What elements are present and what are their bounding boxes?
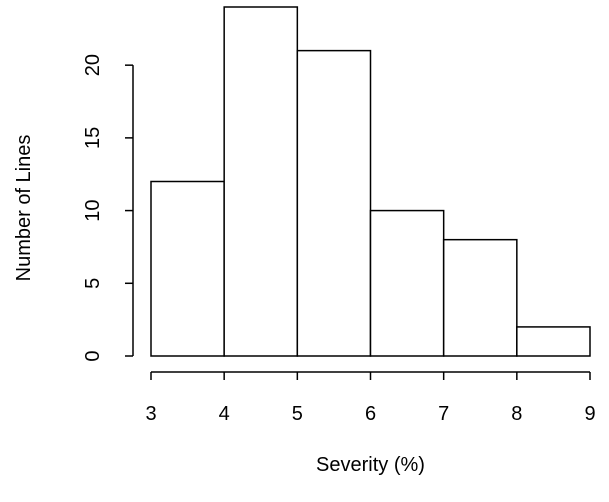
x-tick-label: 3	[145, 403, 156, 425]
x-tick-label: 7	[438, 403, 449, 425]
x-tick-label: 5	[292, 403, 303, 425]
x-tick-label: 9	[584, 403, 595, 425]
histogram-bar-5	[442, 238, 518, 357]
histogram-bar-2	[223, 6, 299, 357]
x-tick-label: 6	[365, 403, 376, 425]
x-axis: 3 4 5 6 7 8 9	[145, 371, 596, 425]
histogram-bar-3	[296, 49, 372, 357]
histogram-bar-1	[150, 180, 225, 357]
y-axis: 0 5 10 15 20	[82, 54, 134, 362]
x-tick-label: 8	[511, 403, 522, 425]
y-tick-label: 15	[82, 127, 104, 149]
y-tick-label: 10	[82, 199, 104, 221]
histogram-bar-6	[516, 326, 591, 357]
x-axis-label: Severity (%)	[316, 454, 425, 476]
y-tick-label: 20	[82, 54, 104, 76]
y-axis-label: Number of Lines	[13, 135, 35, 282]
x-tick-label: 4	[219, 403, 230, 425]
histogram-bars	[150, 6, 591, 357]
y-tick-label: 0	[82, 350, 104, 361]
histogram-bar-4	[369, 209, 445, 357]
y-tick-label: 5	[82, 278, 104, 289]
